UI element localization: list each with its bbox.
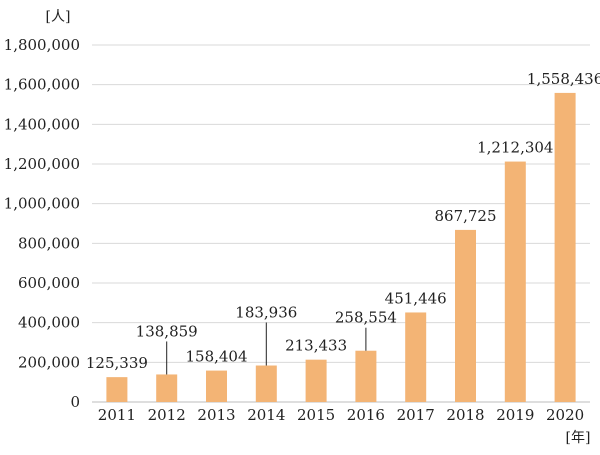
x-tick-label: 2020 (546, 406, 584, 424)
data-label-2019: 1,212,304 (477, 139, 553, 157)
y-tick-label: 600,000 (18, 274, 80, 292)
bar-2018 (455, 229, 476, 402)
bar-2015 (305, 359, 327, 402)
y-tick-label: 0 (70, 393, 80, 411)
y-axis-unit: [人] (46, 9, 71, 25)
y-tick-label: 1,200,000 (4, 155, 80, 173)
bars (106, 92, 576, 403)
y-tick-label: 400,000 (18, 314, 80, 332)
data-label-2016: 258,554 (335, 309, 397, 327)
data-label-2018: 867,725 (434, 207, 496, 225)
x-tick-label: 2014 (247, 406, 285, 424)
data-label-2014: 183,936 (235, 304, 297, 322)
x-tick-label: 2017 (397, 406, 435, 424)
bar-2012 (156, 374, 178, 402)
x-tick-label: 2011 (98, 406, 136, 424)
data-label-2017: 451,446 (385, 289, 447, 307)
y-tick-label: 1,600,000 (4, 76, 80, 94)
data-labels: 125,339 138,859 158,404 183,936 213,433 258,5… (86, 70, 600, 372)
data-label-2015: 213,433 (285, 337, 347, 355)
data-label-2013: 158,404 (185, 348, 247, 366)
y-tick-label: 1,000,000 (4, 195, 80, 213)
data-label-2020: 1,558,436 (527, 70, 600, 88)
data-label-2011: 125,339 (86, 354, 148, 372)
y-tick-label: 800,000 (18, 234, 80, 252)
bar-2013 (206, 370, 227, 402)
label-leader-lines (166, 322, 367, 375)
y-axis-ticks: 0 200,000 400,000 600,000 800,000 1,000,000 1,… (4, 36, 80, 411)
bar-2014 (255, 365, 277, 402)
y-tick-label: 1,800,000 (4, 36, 80, 54)
x-tick-label: 2016 (347, 406, 385, 424)
x-tick-label: 2013 (197, 406, 235, 424)
x-axis-ticks: 2011 2012 2013 2014 2015 2016 2017 2018 2019 2020 (98, 406, 584, 424)
x-tick-label: 2018 (446, 406, 484, 424)
x-tick-label: 2019 (496, 406, 534, 424)
x-axis-unit: [年] (566, 430, 591, 446)
data-label-2012: 138,859 (136, 322, 198, 340)
bar-2017 (405, 312, 427, 402)
y-tick-label: 200,000 (18, 353, 80, 371)
y-tick-label: 1,400,000 (4, 115, 80, 133)
bar-2011 (106, 377, 128, 402)
x-tick-label: 2012 (148, 406, 186, 424)
bar-2019 (504, 161, 526, 402)
grid-lines (92, 44, 590, 403)
bar-2016 (355, 350, 377, 402)
bar-2020 (554, 92, 576, 403)
x-tick-label: 2015 (297, 406, 335, 424)
